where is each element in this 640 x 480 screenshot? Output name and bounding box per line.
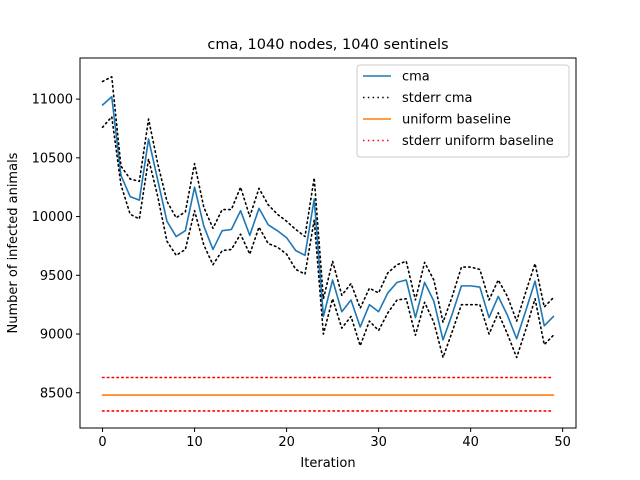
x-axis-label: Iteration xyxy=(300,456,355,471)
legend-label: stderr uniform baseline xyxy=(402,134,554,149)
x-tick-label: 40 xyxy=(462,435,479,450)
series-line-1 xyxy=(101,75,555,324)
plot-frame xyxy=(79,57,577,429)
x-tick-label: 10 xyxy=(186,435,203,450)
legend-label: stderr cma xyxy=(402,91,473,106)
legend-box xyxy=(356,64,570,158)
legend: cma stderr cma uniform baseline stderr unif… xyxy=(356,64,570,158)
x-axis: 0 10 20 30 40 50 xyxy=(98,428,571,450)
y-axis: 8500 9000 9500 10000 10500 11000 xyxy=(32,93,80,401)
legend-label: uniform baseline xyxy=(402,113,511,128)
y-tick-label: 8500 xyxy=(40,386,73,401)
chart-title: cma, 1040 nodes, 1040 sentinels xyxy=(207,37,448,53)
y-tick-label: 11000 xyxy=(32,93,73,108)
y-tick-label: 10500 xyxy=(32,151,73,166)
y-tick-label: 9000 xyxy=(40,328,73,343)
x-tick-label: 20 xyxy=(278,435,295,450)
y-tick-label: 9500 xyxy=(40,269,73,284)
series-line-0 xyxy=(101,95,555,341)
plot-lines xyxy=(101,75,555,412)
legend-label: cma xyxy=(402,70,430,85)
x-tick-label: 50 xyxy=(554,435,571,450)
y-axis-label: Number of infected animals xyxy=(6,152,21,333)
y-tick-label: 10000 xyxy=(32,210,73,225)
x-tick-label: 30 xyxy=(370,435,387,450)
series-line-2 xyxy=(101,115,555,359)
x-tick-label: 0 xyxy=(98,435,106,450)
